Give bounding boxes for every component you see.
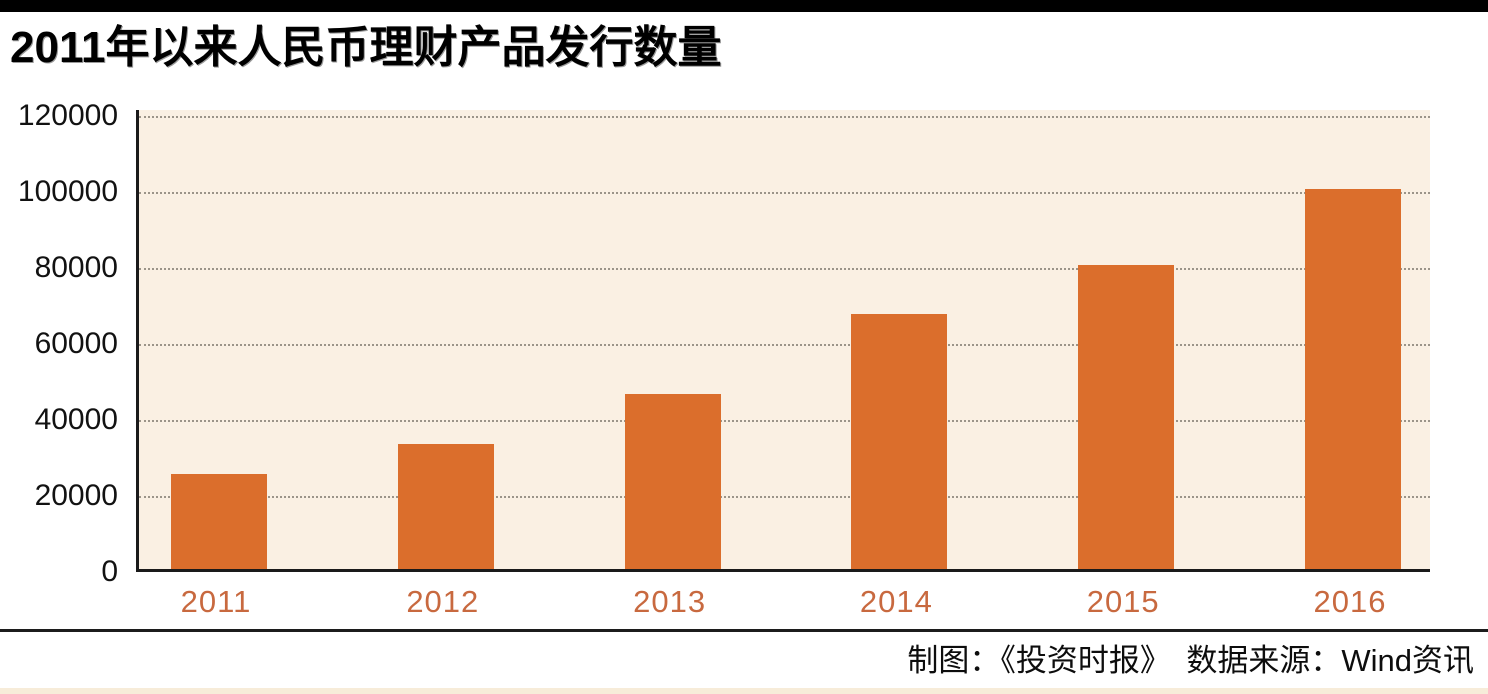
- x-axis-label-2015: 2015: [1086, 584, 1160, 619]
- y-tick-label-0: 0: [101, 555, 118, 588]
- gridline-80000: [139, 268, 1430, 271]
- bar-chart: 0 20000 40000 60000 80000 100000 120000 2011 20…: [0, 101, 1488, 620]
- bar-2015: [1078, 265, 1175, 569]
- x-axis-label-2016: 2016: [1313, 584, 1387, 619]
- bar-2013: [624, 394, 721, 569]
- y-tick-label-40000: 40000: [34, 403, 118, 436]
- x-axis-label-2012: 2012: [406, 584, 480, 619]
- bar-2012: [397, 443, 494, 569]
- x-axis-label-2011: 2011: [180, 584, 252, 619]
- bar-2011: [171, 474, 267, 569]
- y-tick-label-20000: 20000: [34, 479, 118, 512]
- gridline-60000: [139, 344, 1430, 346]
- bar-2014: [851, 314, 948, 569]
- y-tick-label-60000: 60000: [34, 327, 118, 360]
- footer-credit: 制图：《投资时报》 数据来源：Wind资讯: [907, 643, 1474, 678]
- gridline-40000: [139, 420, 1430, 422]
- x-axis-label-2014: 2014: [859, 584, 933, 619]
- y-tick-label-100000: 100000: [17, 175, 118, 209]
- x-axis-labels: 2011 2012 2013 2014 2015 2016: [0, 584, 1488, 620]
- bottom-accent-strip: [0, 688, 1488, 694]
- chart-title: 2011年以来人民币理财产品发行数量: [10, 23, 722, 72]
- gridline-20000: [139, 496, 1430, 498]
- footer-divider: [0, 629, 1488, 632]
- y-axis-tick-labels: 0 20000 40000 60000 80000 100000 120000: [0, 101, 118, 587]
- y-tick-label-120000: 120000: [17, 99, 118, 133]
- bar-2016: [1305, 189, 1401, 569]
- gridline-120000: [139, 116, 1430, 119]
- top-black-bar: [0, 0, 1488, 12]
- y-tick-label-80000: 80000: [34, 251, 118, 285]
- plot-area: [136, 110, 1430, 572]
- x-axis-label-2013: 2013: [633, 584, 707, 619]
- gridline-100000: [139, 192, 1430, 195]
